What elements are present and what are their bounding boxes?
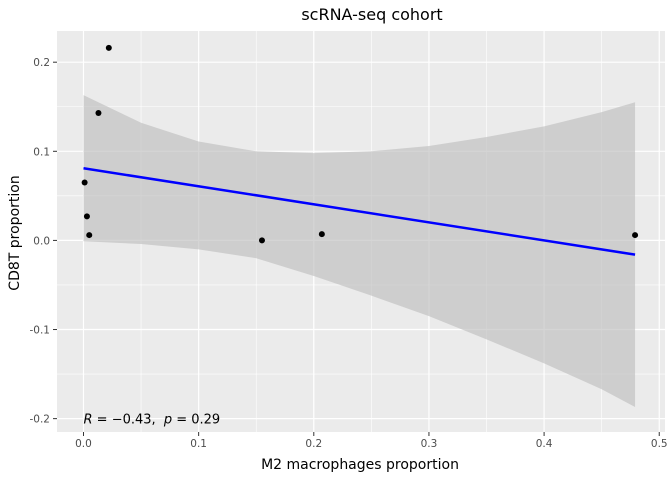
data-point (258, 237, 265, 244)
data-point (83, 213, 90, 220)
r-value: = −0.43, (97, 413, 156, 428)
data-points (81, 44, 639, 244)
p-label: p (163, 413, 172, 428)
data-point (632, 232, 639, 239)
y-tick-label: 0.0 (33, 235, 50, 247)
r-label: R (83, 413, 92, 428)
correlation-annotation: R = −0.43, p = 0.29 (83, 413, 220, 428)
confidence-band (83, 95, 636, 408)
data-point (105, 44, 112, 51)
x-axis-title: M2 macrophages proportion (261, 457, 459, 473)
x-tick-label: 0.5 (651, 438, 668, 450)
y-axis-ticks: -0.2 -0.1 0.0 0.1 0.2 (30, 57, 57, 426)
data-point (86, 232, 93, 239)
x-tick-label: 0.4 (536, 438, 553, 450)
y-tick-label: -0.1 (30, 325, 51, 337)
x-tick-label: 0.0 (75, 438, 92, 450)
data-point (95, 109, 102, 116)
data-point (81, 179, 88, 186)
regression-line (83, 166, 636, 256)
p-value: = 0.29 (176, 413, 220, 428)
x-axis-ticks: 0.0 0.1 0.2 0.3 0.4 0.5 (75, 432, 668, 450)
y-tick-label: 0.2 (33, 57, 50, 69)
x-tick-label: 0.2 (305, 438, 322, 450)
data-point (318, 231, 325, 238)
chart-title: scRNA-seq cohort (301, 5, 442, 24)
y-tick-label: -0.2 (30, 414, 51, 426)
x-tick-label: 0.3 (421, 438, 438, 450)
y-tick-label: 0.1 (33, 146, 50, 158)
y-axis-title: CD8T proportion (7, 175, 23, 290)
x-tick-label: 0.1 (190, 438, 207, 450)
